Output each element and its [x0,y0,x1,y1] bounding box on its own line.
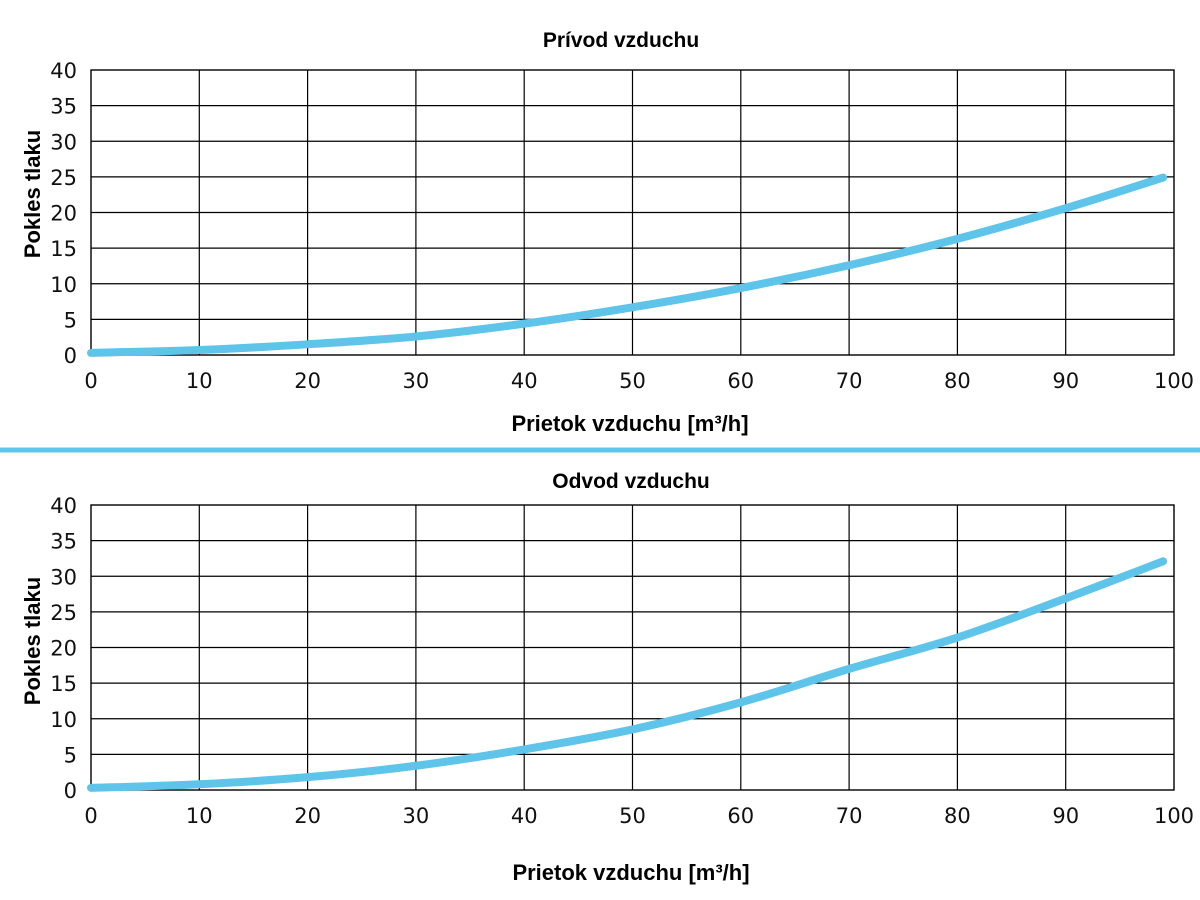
x-tick-label: 80 [944,369,971,393]
x-tick-label: 10 [186,804,213,828]
x-tick-label: 40 [511,369,538,393]
chart-title: Odvod vzduchu [552,470,710,493]
y-tick-label: 5 [64,743,77,767]
y-tick-label: 40 [50,494,77,518]
series-line [87,173,1168,357]
x-axis-label: Prietok vzduchu [m³/h] [511,411,748,436]
y-tick-label: 35 [50,95,77,119]
x-tick-label: 30 [403,369,430,393]
x-tick-label: 80 [944,804,971,828]
x-tick-label: 40 [511,804,538,828]
y-tick-label: 15 [50,237,77,261]
y-tick-label: 10 [50,273,77,297]
x-tick-label: 100 [1154,369,1194,393]
y-tick-label: 30 [50,565,77,589]
y-tick-label: 20 [50,637,77,661]
x-tick-label: 50 [619,369,646,393]
y-tick-label: 10 [50,708,77,732]
plot-area: 0 5 10 15 20 25 30 35 40 0 10 20 30 40 50 60 70 80 90 100 [50,59,1194,393]
y-axis-label: Pokles tlaku [20,577,45,705]
x-tick-label: 60 [727,804,754,828]
y-tick-label: 15 [50,672,77,696]
chart-exhaust-air: Odvod vzduchu Pokles tlaku Prietok vzduc… [20,470,1194,885]
x-tick-label: 50 [619,804,646,828]
series-line [87,557,1168,792]
y-tick-label: 5 [64,308,77,332]
y-tick-label: 40 [50,59,77,83]
chart-title: Prívod vzduchu [543,29,699,52]
y-tick-label: 20 [50,202,77,226]
x-axis-label: Prietok vzduchu [m³/h] [512,860,749,885]
x-tick-label: 60 [727,369,754,393]
x-tick-label: 90 [1052,369,1079,393]
x-tick-label: 20 [294,369,321,393]
y-tick-label: 25 [50,601,77,625]
y-tick-label: 0 [64,344,77,368]
plot-frame [90,69,1175,356]
x-tick-label: 100 [1154,804,1194,828]
x-tick-label: 0 [84,369,97,393]
x-tick-label: 0 [84,804,97,828]
y-tick-label: 0 [64,779,77,803]
y-tick-label: 25 [50,166,77,190]
y-tick-label: 35 [50,530,77,554]
plot-frame [90,504,1175,791]
y-tick-label: 30 [50,130,77,154]
x-tick-label: 70 [836,804,863,828]
x-tick-label: 30 [403,804,430,828]
x-tick-label: 10 [186,369,213,393]
chart-supply-air: Prívod vzduchu Pokles tlaku Prietok vzdu… [20,29,1194,436]
x-tick-label: 20 [294,804,321,828]
x-tick-label: 70 [836,369,863,393]
x-tick-label: 90 [1052,804,1079,828]
y-axis-label: Pokles tlaku [20,130,45,258]
plot-area: 0 5 10 15 20 25 30 35 40 0 10 20 30 40 50 60 70 80 90 100 [50,494,1194,828]
